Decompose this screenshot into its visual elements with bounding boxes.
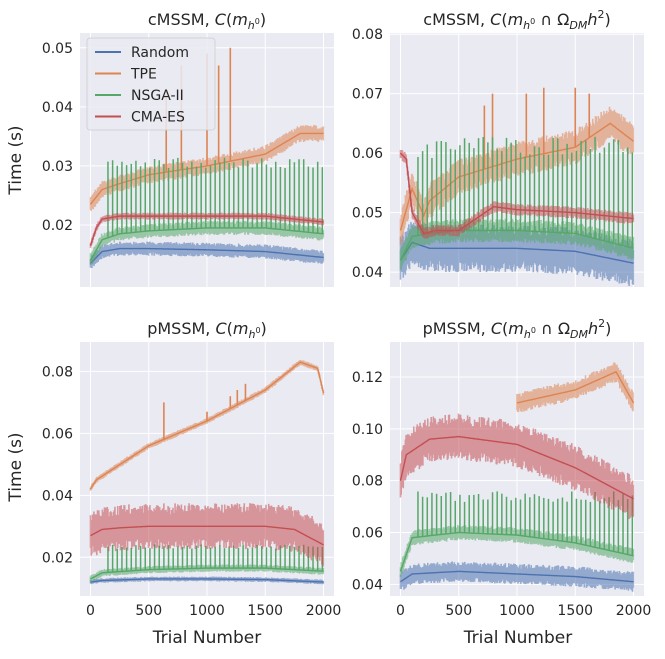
y-tick-label: 0.04 <box>42 488 73 504</box>
series-line <box>90 525 324 546</box>
series-line <box>90 567 324 580</box>
series-random <box>89 576 325 585</box>
y-tick-label: 0.08 <box>352 27 383 43</box>
series-random <box>399 222 635 287</box>
series-line <box>89 361 325 490</box>
x-tick-label: 1500 <box>247 603 283 619</box>
legend-label: Random <box>131 45 189 61</box>
legend: Random TPE NSGA-II CMA-ES <box>86 37 216 131</box>
series-line <box>89 247 324 264</box>
x-tick-label: 2000 <box>306 603 342 619</box>
x-tick-label: 1000 <box>189 603 225 619</box>
series-cma-es <box>89 212 325 248</box>
y-tick-label: 0.04 <box>352 265 383 281</box>
series-line <box>399 435 634 500</box>
panel-2: 0.02 0.04 0.06 0.08 0 500 1000 1500 2000 pMSSM, C… <box>42 319 342 619</box>
series-nsga-ii <box>89 157 325 265</box>
series-line <box>399 241 634 264</box>
title-main: cMSSM, <box>148 10 215 29</box>
x-tick-label: 500 <box>445 603 472 619</box>
y-tick-label: 0.02 <box>42 218 73 234</box>
series-line <box>89 132 324 205</box>
series-line <box>400 570 634 583</box>
series-periodic-spikes <box>417 136 634 249</box>
series-line <box>399 531 634 572</box>
series-line <box>89 227 324 261</box>
y-tick-label: 0.10 <box>352 422 383 438</box>
series-periodic-spikes <box>107 544 324 573</box>
series-nsga-ii <box>89 544 325 582</box>
x-tick-label: 1000 <box>499 603 535 619</box>
y-tick-label: 0.08 <box>352 474 383 490</box>
y-tick-label: 0.05 <box>352 206 383 222</box>
panel-3: 0.04 0.06 0.08 0.10 0.12 0 500 1000 1500 2000 pMSS… <box>352 317 652 619</box>
y-tick-label: 0.04 <box>42 100 73 116</box>
series-line <box>399 122 634 231</box>
ylabel-bottom: Time (s) <box>6 432 26 502</box>
x-tick-label: 500 <box>135 603 162 619</box>
panel-3-data <box>399 362 635 592</box>
series-random <box>89 241 325 269</box>
series-periodic-spikes <box>107 157 324 238</box>
y-tick-label: 0.05 <box>42 41 73 57</box>
xlabel-right: Trial Number <box>463 628 572 648</box>
title-main: pMSSM, <box>423 319 491 338</box>
series-cma-es <box>399 413 635 520</box>
series-cma-es <box>399 149 635 239</box>
y-tick-label: 0.02 <box>42 550 73 566</box>
panel-0-title: cMSSM, C(mh0) <box>148 10 266 32</box>
y-tick-label: 0.08 <box>42 364 73 380</box>
title-main: pMSSM, <box>147 319 215 338</box>
series-nsga-ii <box>399 491 635 577</box>
series-cma-es <box>89 503 325 567</box>
series-tpe <box>89 360 325 491</box>
series-line <box>399 152 634 235</box>
series-tpe <box>516 362 635 413</box>
xlabel-left: Trial Number <box>152 628 261 648</box>
panel-2-title: pMSSM, C(mh0) <box>147 319 267 341</box>
series-random <box>399 561 635 592</box>
legend-label: NSGA-II <box>131 88 184 104</box>
y-tick-label: 0.06 <box>352 146 383 162</box>
y-tick-label: 0.06 <box>42 426 73 442</box>
y-tick-label: 0.07 <box>352 87 383 103</box>
title-main: cMSSM, <box>423 10 490 29</box>
x-tick-label: 0 <box>396 603 405 619</box>
series-line <box>516 370 635 404</box>
panel-1-data <box>399 87 635 287</box>
x-tick-label: 1500 <box>557 603 593 619</box>
legend-label: CMA-ES <box>131 110 185 126</box>
y-tick-label: 0.04 <box>352 577 383 593</box>
panel-2-data <box>89 360 325 585</box>
x-tick-label: 2000 <box>616 603 652 619</box>
panel-1-title: cMSSM, C(mh0 ∩ ΩDMh2) <box>423 8 610 32</box>
panel-1: 0.04 0.05 0.06 0.07 0.08 cMSSM, C(mh0 ∩ ΩDMh2… <box>352 8 644 287</box>
series-periodic-spikes <box>417 491 634 556</box>
y-tick-label: 0.06 <box>352 526 383 542</box>
series-line <box>90 578 324 583</box>
series-line <box>89 215 324 246</box>
y-tick-label: 0.03 <box>42 159 73 175</box>
legend-label: TPE <box>130 67 157 83</box>
ylabel-top: Time (s) <box>6 125 26 195</box>
x-tick-label: 0 <box>86 603 95 619</box>
y-tick-label: 0.12 <box>352 370 383 386</box>
legend-box <box>86 37 216 131</box>
panel-3-title: pMSSM, C(mh0 ∩ ΩDMh2) <box>423 317 612 341</box>
